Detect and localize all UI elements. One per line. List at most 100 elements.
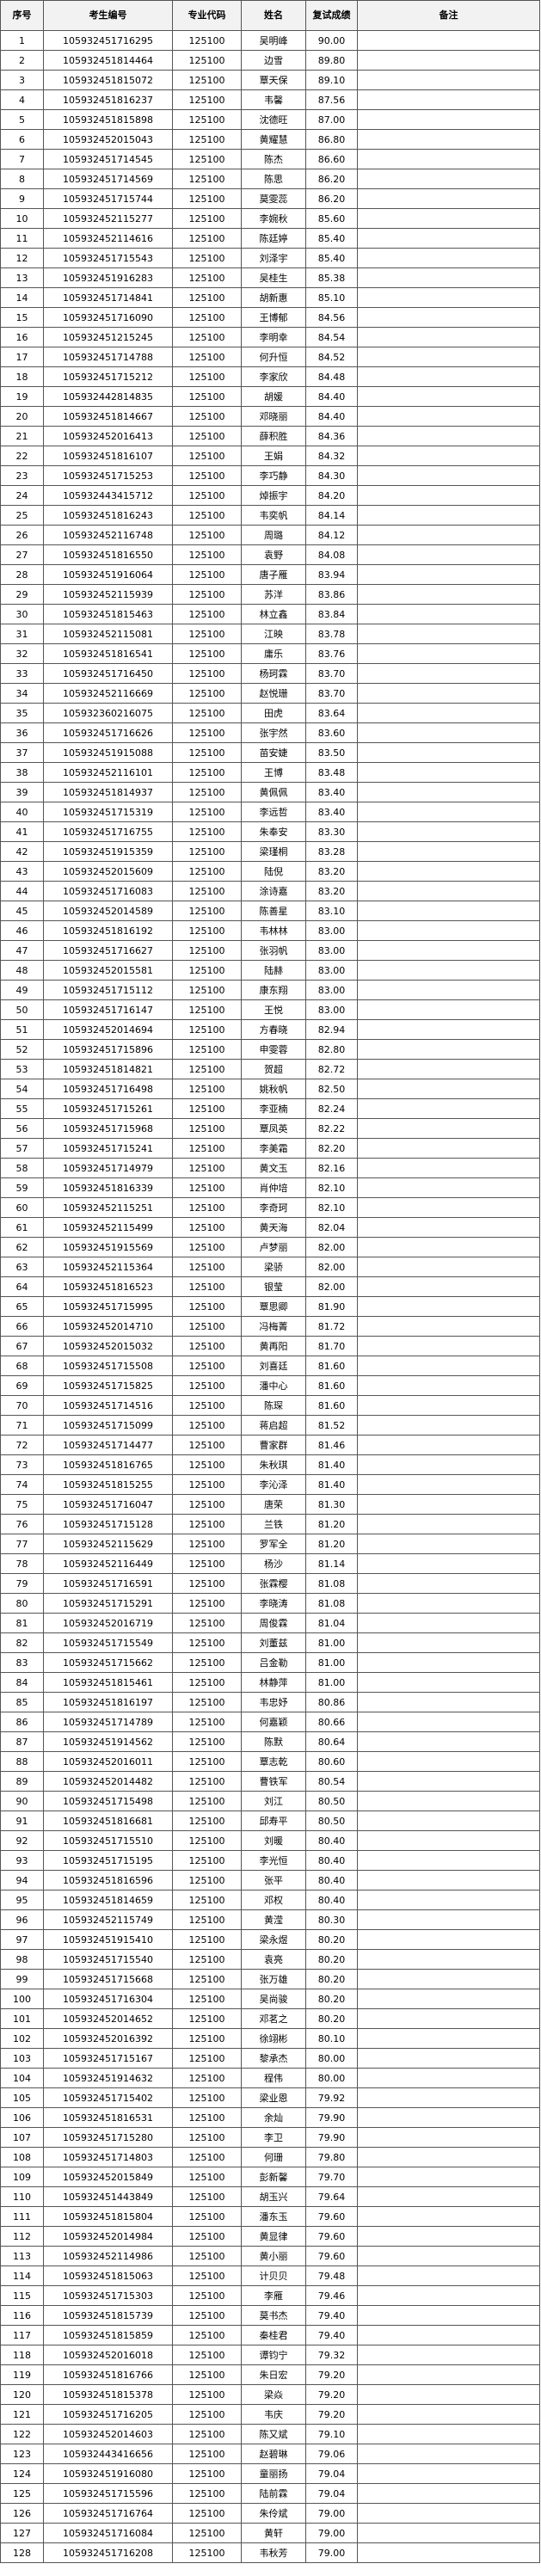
table-row: 2 105932451814464 125100 边雪 89.80	[0, 50, 540, 71]
table-cell: 58	[0, 1158, 44, 1178]
table-cell: 81.60	[305, 1356, 358, 1376]
empty-cell	[357, 980, 540, 1000]
table-cell: 105932451716498	[43, 1079, 173, 1099]
table-cell: 黄轩	[241, 2523, 306, 2543]
table-cell: 18	[0, 366, 44, 387]
table-cell: 罗军全	[241, 1534, 306, 1554]
table-row: 45 105932452014589 125100 陈善星 83.10	[0, 901, 540, 921]
table-cell: 60	[0, 1197, 44, 1218]
table-cell: 105932451715510	[43, 1830, 173, 1851]
table-cell: 125100	[172, 683, 242, 704]
table-cell: 125100	[172, 2068, 242, 2088]
empty-cell	[357, 643, 540, 664]
table-row: 10 105932452115277 125100 李婉秋 85.60	[0, 208, 540, 229]
table-cell: 黄滢	[241, 1909, 306, 1930]
table-cell: 82.00	[305, 1276, 358, 1297]
empty-cell	[357, 2345, 540, 2365]
table-cell: 王悦	[241, 999, 306, 1020]
table-cell: 34	[0, 683, 44, 704]
table-cell: 114	[0, 2266, 44, 2286]
table-cell: 125100	[172, 1811, 242, 1831]
table-cell: 125100	[172, 327, 242, 347]
table-cell: 125100	[172, 2542, 242, 2563]
empty-cell	[357, 188, 540, 209]
table-cell: 124	[0, 2463, 44, 2484]
table-cell: 105932451715968	[43, 1118, 173, 1139]
table-cell: 109	[0, 2167, 44, 2187]
table-cell: 125100	[172, 267, 242, 288]
table-cell: 95	[0, 1890, 44, 1910]
table-cell: 94	[0, 1870, 44, 1891]
table-cell: 81.14	[305, 1553, 358, 1574]
table-row: 65 105932451715995 125100 覃思卿 81.90	[0, 1296, 540, 1317]
table-cell: 24	[0, 485, 44, 506]
table-cell: 何嘉颖	[241, 1712, 306, 1732]
table-cell: 125100	[172, 643, 242, 664]
empty-cell	[357, 1850, 540, 1871]
table-cell: 黄佩佩	[241, 782, 306, 802]
table-cell: 125100	[172, 1177, 242, 1198]
table-cell: 41	[0, 821, 44, 842]
table-cell: 79.60	[305, 2246, 358, 2266]
table-cell: 105932443416656	[43, 2444, 173, 2464]
table-row: 84 105932451815461 125100 林静萍 81.00	[0, 1672, 540, 1693]
table-cell: 125100	[172, 129, 242, 150]
table-cell: 125100	[172, 802, 242, 822]
table-cell: 秦桂君	[241, 2325, 306, 2345]
table-row: 33 105932451716450 125100 杨珂霖 83.70	[0, 663, 540, 684]
table-cell: 边雪	[241, 50, 306, 71]
empty-cell	[357, 347, 540, 367]
table-cell: 105932360216075	[43, 703, 173, 723]
table-cell: 121	[0, 2404, 44, 2425]
table-row: 47 105932451716627 125100 张羽帆 83.00	[0, 940, 540, 961]
table-cell: 105932451915410	[43, 1929, 173, 1950]
empty-cell	[357, 406, 540, 427]
empty-cell	[357, 2087, 540, 2108]
table-cell: 105932451816107	[43, 446, 173, 466]
empty-cell	[357, 1989, 540, 2009]
table-cell: 61	[0, 1217, 44, 1238]
empty-cell	[357, 2186, 540, 2207]
table-cell: 105932452016413	[43, 426, 173, 446]
table-cell: 105932451715498	[43, 1791, 173, 1811]
table-cell: 125100	[172, 782, 242, 802]
table-cell: 125100	[172, 1098, 242, 1119]
table-cell: 42	[0, 841, 44, 862]
table-cell: 79.20	[305, 2384, 358, 2405]
table-cell: 105932451714979	[43, 1158, 173, 1178]
table-cell: 105932451815898	[43, 109, 173, 130]
empty-cell	[357, 1811, 540, 1831]
table-cell: 105932452014710	[43, 1316, 173, 1337]
empty-cell	[357, 960, 540, 981]
table-cell: 125100	[172, 2523, 242, 2543]
table-row: 59 105932451816339 125100 肖仲培 82.10	[0, 1177, 540, 1198]
empty-cell	[357, 1197, 540, 1218]
table-row: 22 105932451816107 125100 王娟 84.32	[0, 446, 540, 466]
table-cell: 125100	[172, 2087, 242, 2108]
table-row: 96 105932452115749 125100 黄滢 80.30	[0, 1909, 540, 1930]
table-cell: 125100	[172, 1276, 242, 1297]
table-cell: 105932451715540	[43, 1949, 173, 1970]
table-cell: 105932451715241	[43, 1138, 173, 1159]
table-cell: 73	[0, 1454, 44, 1475]
table-cell: 唐荣	[241, 1494, 306, 1515]
table-cell: 116	[0, 2305, 44, 2326]
table-cell: 79.00	[305, 2542, 358, 2563]
table-row: 66 105932452014710 125100 冯梅菁 81.72	[0, 1316, 540, 1337]
table-cell: 82.10	[305, 1177, 358, 1198]
table-row: 21 105932452016413 125100 薛积胜 84.36	[0, 426, 540, 446]
table-cell: 125100	[172, 1019, 242, 1040]
empty-cell	[357, 2167, 540, 2187]
empty-cell	[357, 1929, 540, 1950]
table-cell: 79	[0, 1573, 44, 1594]
empty-cell	[357, 386, 540, 407]
table-cell: 104	[0, 2068, 44, 2088]
table-cell: 李光恒	[241, 1850, 306, 1871]
table-cell: 曹家群	[241, 1435, 306, 1455]
table-cell: 125100	[172, 1850, 242, 1871]
table-row: 8 105932451714569 125100 陈思 86.20	[0, 169, 540, 189]
table-cell: 125100	[172, 960, 242, 981]
empty-cell	[357, 2384, 540, 2405]
empty-cell	[357, 287, 540, 308]
